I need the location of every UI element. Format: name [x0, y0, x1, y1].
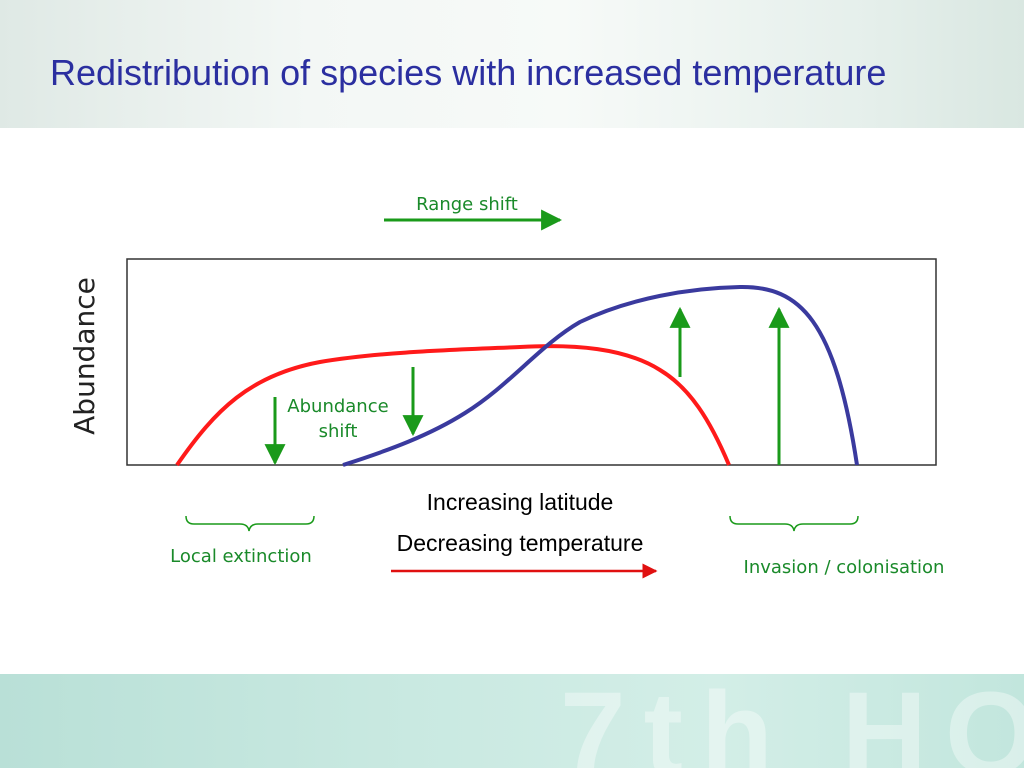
- footer-watermark: 7th HOF: [560, 674, 1024, 768]
- x-axis-label-latitude: Increasing latitude: [427, 489, 614, 515]
- abundance-shift-label-line2: shift: [319, 421, 358, 442]
- x-axis-label-temperature: Decreasing temperature: [397, 530, 644, 556]
- footer-band: 7th HOF: [0, 674, 1024, 768]
- local-extinction-bracket: [185, 515, 315, 532]
- current-distribution-curve: [175, 344, 731, 467]
- local-extinction-label: Local extinction: [170, 546, 312, 567]
- slide-title: Redistribution of species with increased…: [50, 52, 887, 93]
- invasion-colonisation-label: Invasion / colonisation: [744, 557, 945, 578]
- y-axis-label: Abundance: [68, 277, 101, 435]
- range-shift-label: Range shift: [416, 194, 518, 215]
- future-distribution-curve: [342, 284, 859, 467]
- plot-frame: [126, 258, 937, 466]
- invasion-bracket: [729, 515, 859, 532]
- header-band: [0, 0, 1024, 128]
- abundance-shift-label-line1: Abundance: [287, 396, 388, 417]
